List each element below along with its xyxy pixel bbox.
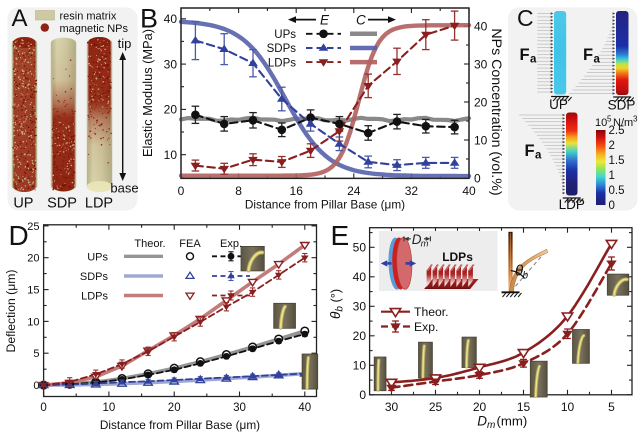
svg-text:8: 8 — [235, 184, 242, 198]
svg-text:SDP: SDP — [608, 98, 636, 113]
svg-text:C: C — [356, 12, 366, 27]
svg-text:30: 30 — [474, 57, 488, 71]
svg-text:40: 40 — [298, 402, 311, 414]
svg-text:b: b — [523, 271, 529, 282]
svg-text:B: B — [140, 4, 158, 34]
svg-text:LDP: LDP — [85, 196, 113, 212]
svg-text:SDP: SDP — [47, 196, 77, 212]
svg-text:0: 0 — [359, 388, 366, 402]
svg-text:2.5: 2.5 — [609, 125, 625, 137]
svg-text:D: D — [9, 220, 29, 251]
svg-text:10: 10 — [353, 359, 367, 373]
svg-text:50: 50 — [353, 241, 367, 255]
svg-text:m: m — [487, 420, 495, 431]
svg-text:Distance from Pillar Base (μm): Distance from Pillar Base (μm) — [245, 198, 405, 212]
svg-text:resin matrix: resin matrix — [60, 11, 117, 23]
svg-text:40: 40 — [474, 19, 488, 33]
svg-text:θ: θ — [515, 263, 523, 280]
svg-text:15: 15 — [517, 400, 531, 414]
svg-text:LDPs: LDPs — [268, 57, 296, 69]
svg-text:30: 30 — [353, 300, 367, 314]
svg-text:C: C — [517, 5, 534, 31]
svg-text:30: 30 — [233, 402, 246, 414]
svg-text:base: base — [110, 181, 138, 196]
svg-text:24: 24 — [347, 184, 361, 198]
svg-text:SDPs: SDPs — [267, 43, 297, 55]
svg-text:Exp.: Exp. — [220, 238, 242, 250]
svg-text:0: 0 — [40, 402, 46, 414]
svg-text:10: 10 — [561, 400, 575, 414]
svg-text:40: 40 — [164, 12, 178, 26]
svg-text:5: 5 — [607, 115, 612, 124]
svg-text:a: a — [594, 54, 601, 66]
svg-text:UPs: UPs — [87, 251, 108, 263]
svg-text:(mm): (mm) — [497, 414, 528, 429]
svg-text:5: 5 — [33, 348, 39, 360]
svg-text:10: 10 — [164, 148, 178, 162]
svg-text:a: a — [535, 150, 542, 162]
svg-text:16: 16 — [290, 184, 304, 198]
svg-text:20: 20 — [164, 103, 178, 117]
svg-text:Deflection (μm): Deflection (μm) — [4, 270, 18, 353]
svg-text:25: 25 — [429, 400, 443, 414]
svg-text:3: 3 — [633, 115, 638, 124]
svg-text:30: 30 — [385, 400, 399, 414]
svg-text:m: m — [421, 239, 429, 250]
svg-text:E: E — [331, 220, 350, 251]
svg-text:0.5: 0.5 — [609, 185, 625, 197]
svg-text:tip: tip — [118, 36, 132, 51]
svg-text:F: F — [525, 142, 535, 160]
svg-text:5: 5 — [608, 400, 615, 414]
svg-text:40: 40 — [462, 184, 476, 198]
svg-text:0: 0 — [474, 171, 481, 185]
svg-text:LDPs: LDPs — [81, 291, 108, 303]
svg-text:Distance from Pillar Base (μm): Distance from Pillar Base (μm) — [100, 418, 260, 432]
svg-text:LDPs: LDPs — [442, 250, 473, 264]
svg-text:Elastic Modulus (MPa): Elastic Modulus (MPa) — [140, 29, 155, 157]
svg-text:20: 20 — [168, 402, 181, 414]
svg-text:magnetic NPs: magnetic NPs — [60, 23, 129, 35]
svg-text:30: 30 — [164, 57, 178, 71]
svg-text:Exp.: Exp. — [414, 320, 438, 334]
svg-text:F: F — [520, 46, 530, 64]
svg-text:2: 2 — [609, 140, 615, 152]
svg-text:UP: UP — [13, 196, 33, 212]
svg-text:NPs Concentration (vol.%): NPs Concentration (vol.%) — [488, 28, 504, 195]
svg-text:20: 20 — [473, 400, 487, 414]
svg-text:Theor.: Theor. — [134, 238, 165, 250]
svg-text:0: 0 — [33, 380, 39, 392]
svg-text:25: 25 — [27, 221, 39, 233]
svg-text:D: D — [412, 232, 422, 247]
svg-text:40: 40 — [353, 270, 367, 284]
svg-text:N/m: N/m — [613, 117, 633, 129]
svg-text:UPs: UPs — [274, 29, 296, 41]
svg-text:θb (°): θb (°) — [328, 289, 346, 319]
svg-text:Theor.: Theor. — [414, 305, 449, 319]
svg-text:0: 0 — [609, 200, 615, 212]
svg-text:LDP: LDP — [559, 197, 585, 212]
svg-text:E: E — [320, 12, 330, 27]
svg-text:10: 10 — [27, 316, 39, 328]
svg-text:FEA: FEA — [179, 238, 201, 250]
svg-text:10: 10 — [103, 402, 116, 414]
svg-text:20: 20 — [353, 329, 367, 343]
svg-text:0: 0 — [178, 184, 185, 198]
svg-text:20: 20 — [474, 95, 488, 109]
svg-text:SDPs: SDPs — [80, 271, 109, 283]
svg-text:15: 15 — [27, 285, 39, 297]
svg-text:1.5: 1.5 — [609, 155, 625, 167]
svg-text:A: A — [12, 5, 28, 32]
svg-text:10: 10 — [595, 117, 607, 129]
svg-text:10: 10 — [474, 133, 488, 147]
svg-text:a: a — [530, 54, 537, 66]
svg-text:32: 32 — [405, 184, 419, 198]
svg-text:20: 20 — [27, 253, 39, 265]
svg-text:1: 1 — [609, 170, 615, 182]
svg-text:F: F — [583, 46, 593, 64]
svg-text:D: D — [477, 414, 487, 429]
svg-text:UP: UP — [549, 97, 568, 112]
